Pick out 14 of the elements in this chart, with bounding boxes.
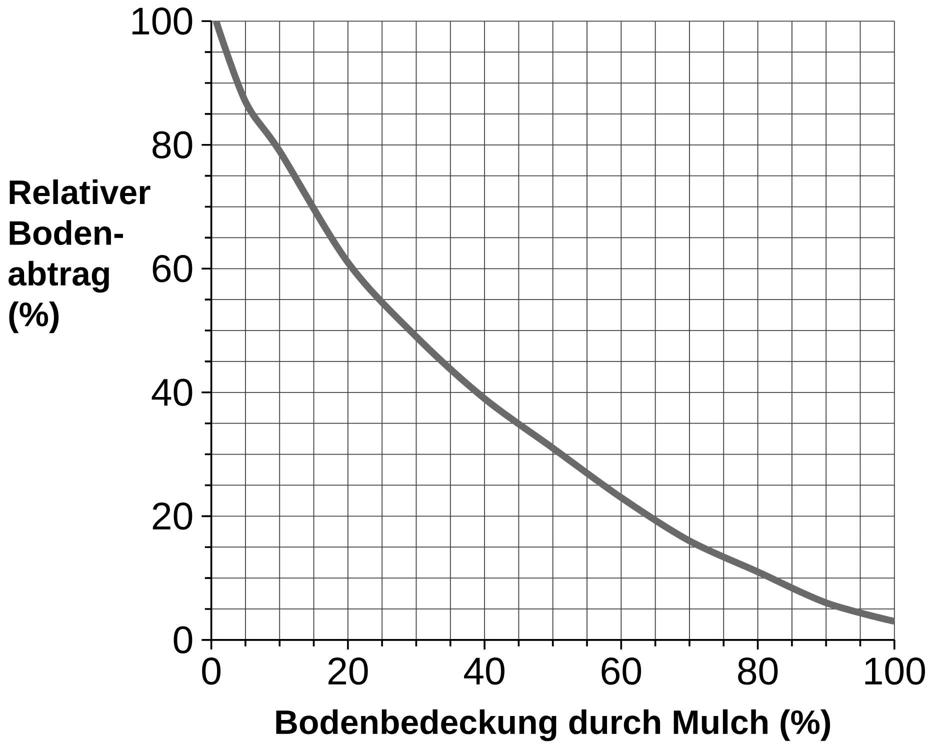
x-axis-title: Bodenbedeckung durch Mulch (%) [276, 710, 830, 742]
y-tick-label: 80 [152, 131, 192, 159]
y-tick-label: 40 [152, 378, 192, 406]
y-tick-label: 60 [152, 255, 192, 282]
y-tick-label: 20 [152, 502, 192, 530]
y-axis-title: Relativer Boden-abtrag (%) [8, 180, 150, 334]
x-tick-label: 60 [602, 658, 642, 685]
x-tick-label: 100 [865, 658, 925, 685]
x-tick-label: 80 [738, 658, 778, 685]
x-tick-label: 20 [328, 658, 368, 685]
x-tick-label: 0 [202, 658, 221, 685]
y-tick-label: 0 [174, 626, 192, 654]
y-tick-label: 100 [132, 8, 192, 35]
x-tick-label: 40 [464, 658, 504, 685]
